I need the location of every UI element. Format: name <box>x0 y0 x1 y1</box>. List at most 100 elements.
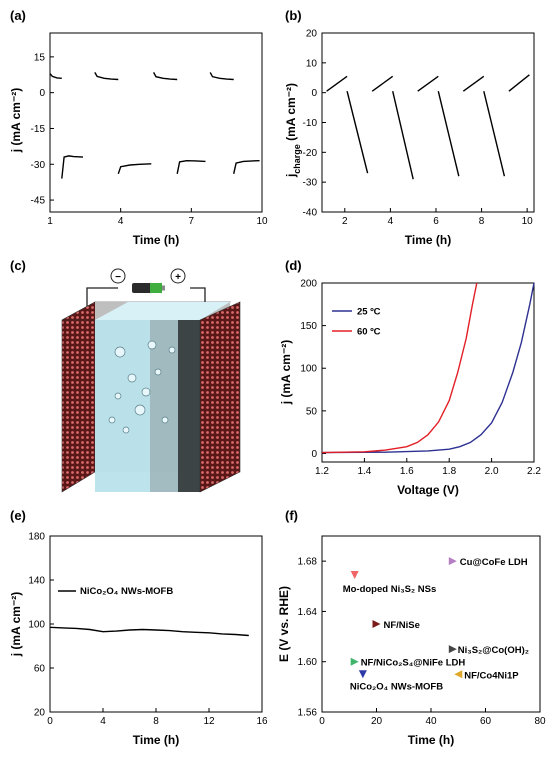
panel-e-ytick-label: 20 <box>34 708 46 719</box>
panel-b-ytick-label: -10 <box>303 118 318 129</box>
panel-e-xlabel: Time (h) <box>133 733 179 747</box>
minus-sign: − <box>115 272 121 283</box>
bubble <box>108 416 116 424</box>
panel-e-ylabel: j (mA cm⁻²) <box>9 592 23 658</box>
panel-f-point <box>448 645 457 654</box>
panel-d-xtick-label: 1.6 <box>400 466 414 477</box>
panel-e-xtick-label: 16 <box>256 716 268 727</box>
panel-a-xtick-label: 10 <box>256 216 268 227</box>
bubble <box>168 346 176 354</box>
panel-f-xtick-label: 80 <box>534 716 546 727</box>
panel-f-point-label: NF/NiCo₂S₄@NiFe LDH <box>361 658 466 669</box>
panel-e-xtick-label: 12 <box>203 716 215 727</box>
panel-e-ytick-label: 60 <box>34 664 46 675</box>
panel-d-series-line <box>321 282 535 454</box>
bubble <box>114 346 126 358</box>
panel-f-xtick-label: 0 <box>319 716 325 727</box>
panel-b-xtick-label: 6 <box>433 216 439 227</box>
panel-e-series-line <box>49 626 249 637</box>
panel-e-xtick-label: 0 <box>47 716 53 727</box>
panel-d-xlabel: Voltage (V) <box>397 483 459 497</box>
panel-b-ytick-label: 10 <box>306 58 318 69</box>
panel-a-ylabel: j (mA cm⁻²) <box>9 88 23 154</box>
panel-b-xtick-label: 8 <box>479 216 485 227</box>
panel-f-point-label: NF/NiSe <box>384 620 420 631</box>
panel-d-frame <box>321 282 535 463</box>
bubble <box>122 426 130 434</box>
panel-b-ytick-label: 0 <box>311 88 317 99</box>
panel-a-discharge-segment <box>176 159 206 174</box>
panel-d-legend-label: 60 ºC <box>357 327 381 338</box>
panel-b-segment <box>371 75 394 92</box>
panel-f-point <box>350 657 359 666</box>
panel-a-label: (a) <box>10 8 26 23</box>
panel-f-point <box>372 620 381 628</box>
right-electrode-face <box>178 320 200 492</box>
right-electrode-side <box>199 301 241 493</box>
panel-b-xtick-label: 4 <box>388 216 394 227</box>
minus-circle <box>110 268 126 284</box>
electrolyte-top <box>95 302 230 320</box>
panel-a-ytick-label: -15 <box>31 124 46 135</box>
panel-b-xlabel: Time (h) <box>405 233 451 247</box>
panel-b-segment <box>508 74 530 92</box>
panel-b-xtick-label: 10 <box>522 216 534 227</box>
left-electrode-side <box>61 301 96 493</box>
plus-sign: + <box>175 272 181 283</box>
panel-a-xlabel: Time (h) <box>133 233 179 247</box>
panel-e-xtick-label: 8 <box>153 716 159 727</box>
panel-a-ytick-label: 15 <box>34 52 46 63</box>
panel-f-ytick-label: 1.56 <box>298 708 318 719</box>
panel-e-frame <box>49 535 263 713</box>
panel-f-point <box>358 670 367 679</box>
panel-d-xtick-label: 2.0 <box>485 466 499 477</box>
panel-f-point <box>454 670 463 679</box>
panel-c-schematic: − + <box>61 268 241 493</box>
panel-a-xtick-label: 1 <box>47 216 53 227</box>
panel-e-label: (e) <box>10 508 26 523</box>
panel-d-legend-label: 25 ºC <box>357 307 381 318</box>
bubble <box>141 387 151 397</box>
panel-b-ytick-label: -20 <box>303 148 318 159</box>
panel-f-point <box>350 570 359 579</box>
panel-e-xtick-label: 4 <box>100 716 106 727</box>
panel-d-ytick-label: 200 <box>300 279 317 290</box>
bubble <box>114 392 122 400</box>
panel-f-label: (f) <box>285 508 298 523</box>
panel-f-xlabel: Time (h) <box>408 733 454 747</box>
panel-f-point <box>448 557 457 566</box>
bubble <box>161 416 169 424</box>
panel-d-xtick-label: 1.4 <box>357 466 371 477</box>
panel-d-xtick-label: 1.2 <box>315 466 329 477</box>
panel-a-discharge-segment <box>233 160 260 174</box>
panel-c-label: (c) <box>10 258 26 273</box>
panel-e-ytick-label: 180 <box>28 532 45 543</box>
panel-b-segment <box>346 91 369 174</box>
panel-f-point-label: Mo-doped Ni₃S₂ NSs <box>343 584 437 595</box>
panel-b-segment <box>392 91 414 180</box>
bubble <box>147 340 157 350</box>
panel-b-segment <box>326 75 348 92</box>
panel-b-ytick-label: -40 <box>303 208 318 219</box>
panel-b-ytick-label: -30 <box>303 178 318 189</box>
panel-a-ytick-label: -45 <box>31 196 46 207</box>
panel-f-ytick-label: 1.60 <box>298 657 318 668</box>
panel-a-discharge-segment <box>117 163 152 175</box>
panel-d-series-line <box>321 282 478 454</box>
panel-a-ytick-label: 0 <box>39 88 45 99</box>
panel-d-ytick-label: 50 <box>306 406 318 417</box>
panel-b-segment <box>462 75 485 92</box>
panel-b-segment <box>417 75 439 92</box>
panel-b-xtick-label: 2 <box>342 216 348 227</box>
battery-terminal <box>162 285 165 291</box>
panel-d-ytick-label: 0 <box>311 449 317 460</box>
panel-a-charge-segment <box>264 72 285 79</box>
panel-d-ytick-label: 150 <box>300 321 317 332</box>
bubble <box>154 368 162 376</box>
panel-b-ylabel: jcharge (mA cm⁻²) <box>284 83 302 178</box>
panel-b-label: (b) <box>285 8 302 23</box>
panel-a-xtick-label: 4 <box>118 216 124 227</box>
panel-a-charge-segment <box>152 72 178 81</box>
panel-f-point-label: NF/Co4Ni1P <box>464 670 519 681</box>
